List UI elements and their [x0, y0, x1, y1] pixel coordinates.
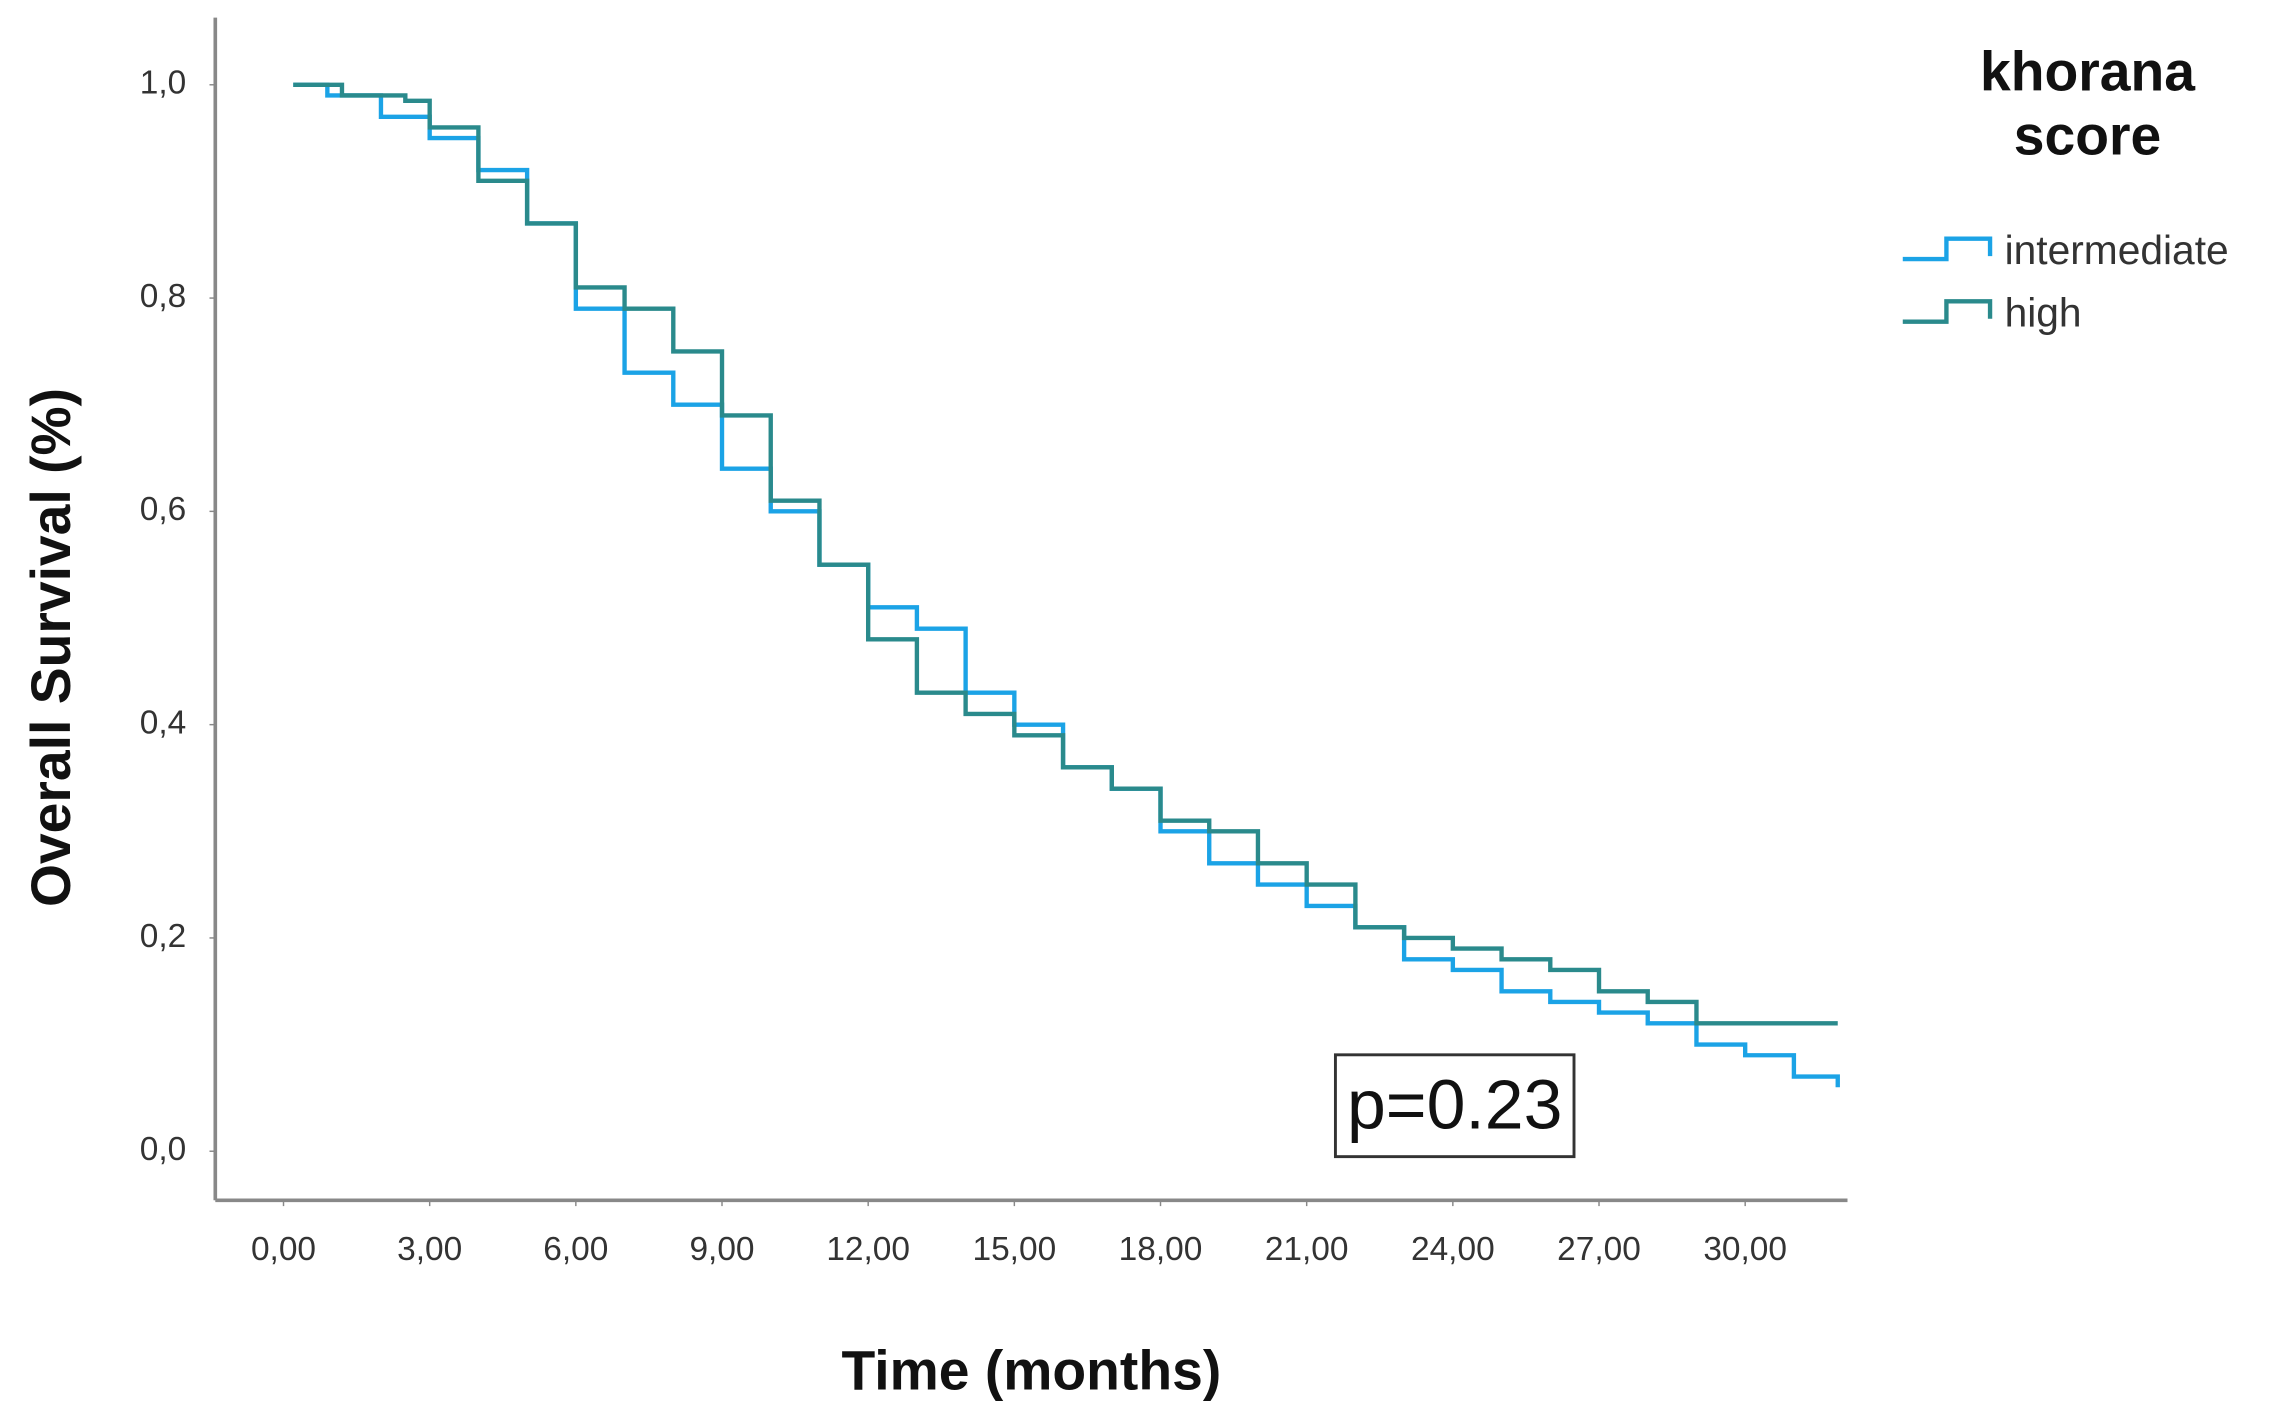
legend-swatch: [1902, 299, 1993, 324]
x-tick-label: 27,00: [1557, 1231, 1641, 1268]
x-tick-label: 18,00: [1119, 1231, 1203, 1268]
annotation: p=0.23: [1347, 1066, 1562, 1144]
x-tick-label: 21,00: [1265, 1231, 1349, 1268]
legend-label: high: [2005, 290, 2082, 336]
x-tick-label: 6,00: [543, 1231, 608, 1268]
x-axis-title: Time (months): [842, 1339, 1222, 1401]
y-tick-label: 0,8: [140, 278, 186, 315]
x-tick-label: 0,00: [251, 1231, 316, 1268]
y-tick-label: 0,0: [140, 1131, 186, 1168]
y-tick-label: 0,4: [140, 704, 186, 741]
survival-curve: [293, 82, 1840, 1088]
legend-title: khorana score: [1980, 40, 2196, 166]
legend-swatch: [1902, 236, 1993, 262]
y-axis-title: Overall Survival (%): [20, 388, 82, 907]
y-tick-label: 1,0: [140, 65, 186, 102]
survival-curve: [293, 82, 1838, 1026]
x-tick-label: 24,00: [1411, 1231, 1495, 1268]
y-tick-label: 0,2: [140, 918, 186, 955]
x-tick-label: 9,00: [689, 1231, 754, 1268]
legend-label: intermediate: [2005, 227, 2229, 273]
x-tick-label: 30,00: [1703, 1231, 1787, 1268]
x-tick-label: 12,00: [826, 1231, 910, 1268]
y-tick-label: 0,6: [140, 491, 186, 528]
x-tick-label: 3,00: [397, 1231, 462, 1268]
x-tick-label: 15,00: [972, 1231, 1056, 1268]
annotation-box: [1333, 1053, 1576, 1159]
